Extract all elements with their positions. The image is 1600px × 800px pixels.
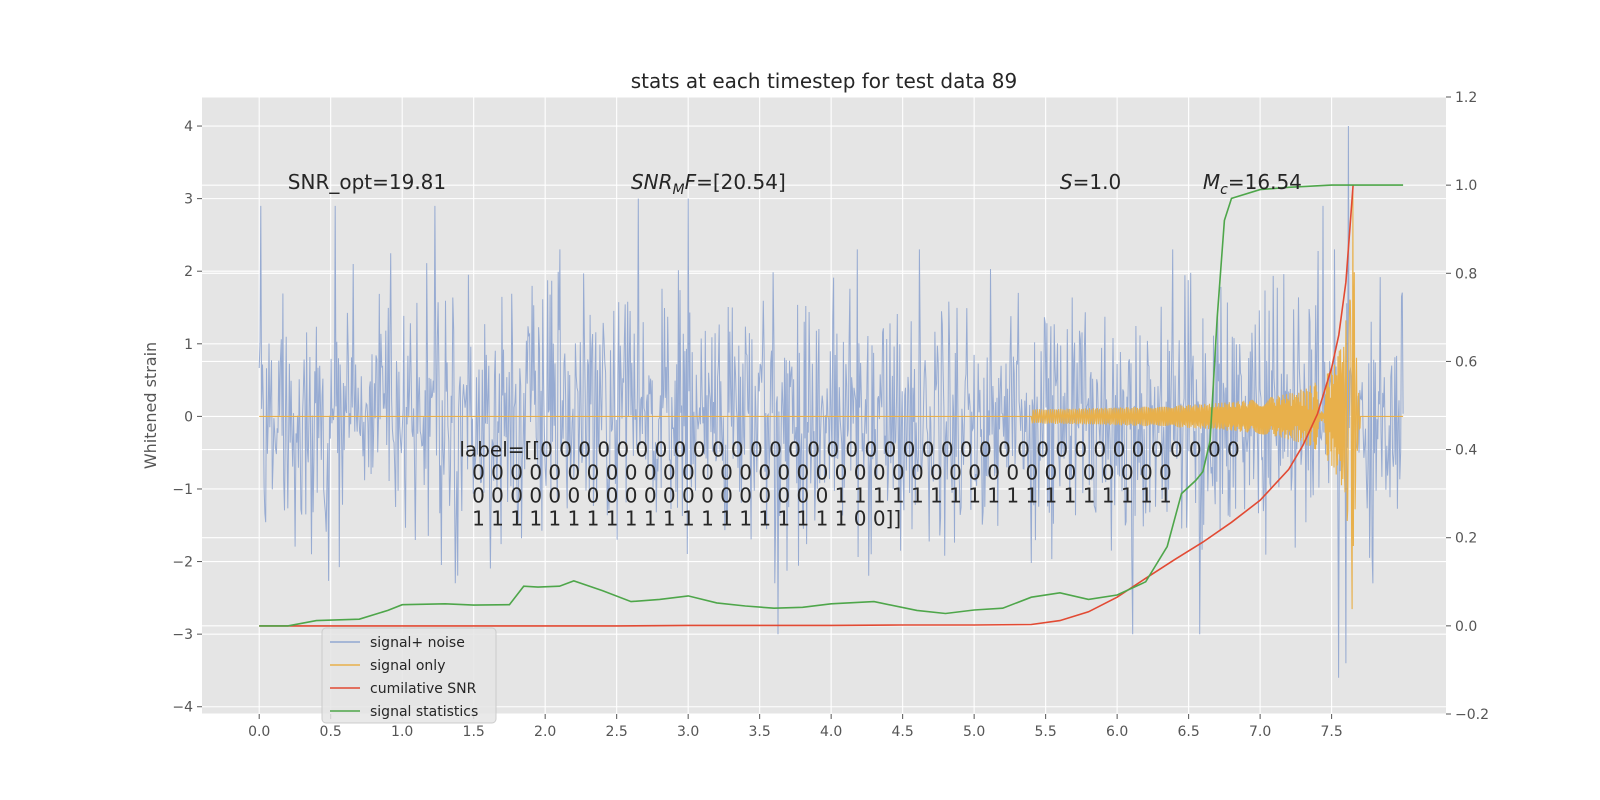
snr-mf-annotation: SNRMF=[20.54] [631, 170, 786, 198]
label-text: label=[[0 0 0 0 0 0 0 0 0 0 0 0 0 0 0 0 … [459, 437, 1239, 530]
label-line: label=[[0 0 0 0 0 0 0 0 0 0 0 0 0 0 0 0 … [459, 437, 1239, 461]
x-tick-label: 0.0 [248, 724, 270, 740]
x-tick-label: 0.5 [320, 724, 342, 740]
signal-statistics-line [259, 184, 1404, 627]
y-tick-label: −3 [172, 627, 193, 643]
y2-tick-label: −0.2 [1455, 707, 1489, 723]
x-tick-label: 5.0 [963, 724, 985, 740]
x-tick-label: 2.5 [606, 724, 628, 740]
legend-label: signal statistics [370, 704, 478, 720]
x-tick-label: 2.0 [534, 724, 556, 740]
x-tick-label: 5.5 [1034, 724, 1056, 740]
y-tick-label: 1 [184, 337, 193, 353]
x-tick-label: 3.5 [749, 724, 771, 740]
snr-opt-annotation: SNR_opt=19.81 [288, 170, 446, 194]
x-tick-label: 4.5 [892, 724, 914, 740]
y2-tick-label: 1.2 [1455, 90, 1477, 106]
axes: 0.0 0.5 1.0 1.5 2.0 2.5 3.0 3.5 4.0 4.5 5.0 5.5 6.0 6… [172, 90, 1489, 740]
x-tick-label: 7.0 [1249, 724, 1271, 740]
label-line: 1 1 1 1 1 1 1 1 1 1 1 1 1 1 1 1 1 1 1 1 … [459, 506, 901, 530]
y-tick-label: 4 [184, 119, 193, 135]
mc-annotation: Mc=16.54 [1203, 170, 1302, 198]
x-tick-label: 3.0 [677, 724, 699, 740]
y2-tick-label: 0.6 [1455, 354, 1477, 370]
y2-tick-label: 0.8 [1455, 266, 1477, 282]
legend-label: cumilative SNR [370, 681, 477, 697]
signal-noise-line [258, 125, 1404, 678]
y-tick-label: −4 [172, 700, 193, 716]
y-tick-label: 2 [184, 264, 193, 280]
signal-noise-series [258, 125, 1404, 678]
legend: signal+ noise signal only cumilative SNR si… [321, 627, 497, 724]
y2-tick-label: 1.0 [1455, 178, 1477, 194]
y2-tick-label: 0.2 [1455, 531, 1477, 547]
y-tick-label: −2 [172, 555, 193, 571]
x-tick-label: 1.0 [391, 724, 413, 740]
chart-title: stats at each timestep for test data 89 [631, 69, 1017, 93]
s-annotation: S=1.0 [1060, 170, 1121, 194]
legend-label: signal+ noise [370, 635, 465, 651]
legend-label: signal only [370, 658, 445, 674]
label-line: 0 0 0 0 0 0 0 0 0 0 0 0 0 0 0 0 0 0 0 1 … [459, 483, 1171, 507]
x-tick-label: 6.5 [1177, 724, 1199, 740]
x-tick-label: 4.0 [820, 724, 842, 740]
y-tick-label: 3 [184, 192, 193, 208]
x-tick-label: 1.5 [463, 724, 485, 740]
y-axis-label: Whitened strain [141, 342, 160, 469]
cumulative-snr-line [259, 185, 1354, 627]
y2-tick-label: 0.4 [1455, 443, 1477, 459]
annotations: SNR_opt=19.81 SNRMF=[20.54] S=1.0 Mc=16.… [288, 170, 1302, 198]
legend-box [321, 627, 497, 724]
stat-lines [259, 184, 1404, 627]
y2-tick-label: 0.0 [1455, 619, 1477, 635]
x-tick-label: 7.5 [1320, 724, 1342, 740]
y-tick-label: 0 [184, 409, 193, 425]
label-line: 0 0 0 0 0 0 0 0 0 0 0 0 0 0 0 0 0 0 0 0 … [459, 460, 1171, 484]
x-tick-label: 6.0 [1106, 724, 1128, 740]
y-tick-label: −1 [172, 482, 193, 498]
